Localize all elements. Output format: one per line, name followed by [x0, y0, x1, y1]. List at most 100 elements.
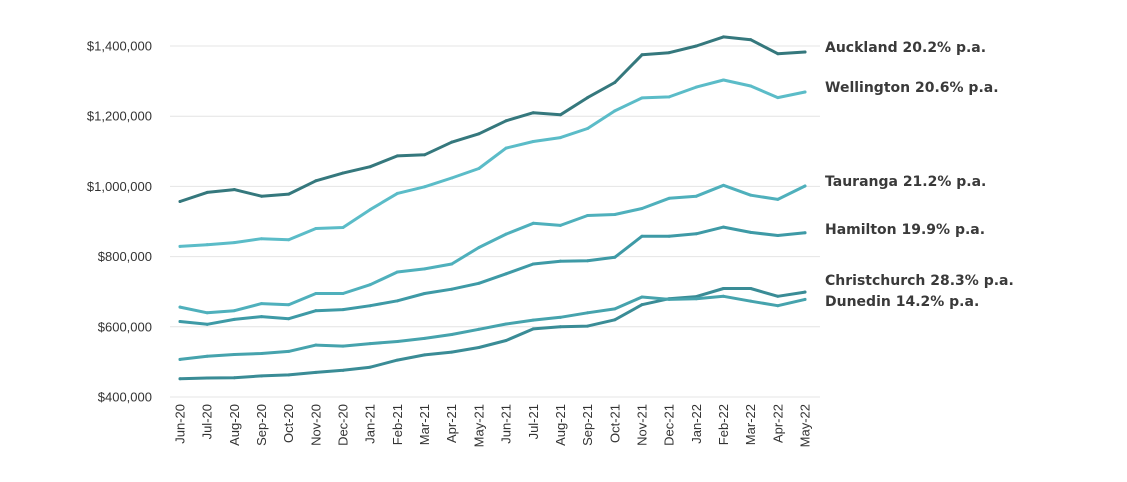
x-tick-label: Sep-20	[254, 404, 269, 446]
data-point-wellington	[558, 136, 562, 140]
x-tick-label: Aug-20	[227, 404, 242, 446]
data-point-wellington	[368, 208, 372, 212]
series-line-tauranga	[178, 183, 807, 315]
data-point-hamilton	[531, 262, 535, 266]
data-point-wellington	[178, 244, 182, 248]
data-point-wellington	[694, 85, 698, 89]
series-line-hamilton	[178, 225, 807, 326]
data-point-dunedin	[450, 333, 454, 337]
data-point-dunedin	[721, 294, 725, 298]
data-point-dunedin	[395, 340, 399, 344]
data-point-dunedin	[287, 349, 291, 353]
gridlines	[170, 45, 820, 398]
series-dunedin	[178, 294, 807, 361]
data-point-christchurch	[477, 346, 481, 350]
data-point-wellington	[803, 90, 807, 94]
x-tick-label: Mar-21	[417, 404, 432, 445]
data-point-wellington	[450, 176, 454, 180]
data-point-tauranga	[803, 184, 807, 188]
data-point-tauranga	[667, 196, 671, 200]
data-point-auckland	[287, 192, 291, 196]
y-tick-label: $800,000	[98, 249, 152, 264]
data-point-dunedin	[260, 351, 264, 355]
series-label-dunedin: Dunedin 14.2% p.a.	[825, 294, 979, 310]
x-tick-label: Jun-20	[173, 404, 188, 444]
data-point-christchurch	[232, 376, 236, 380]
data-point-wellington	[314, 227, 318, 231]
data-point-wellington	[287, 238, 291, 242]
data-point-hamilton	[776, 234, 780, 238]
series-line-auckland	[178, 35, 807, 203]
data-point-auckland	[423, 153, 427, 157]
data-point-hamilton	[803, 231, 807, 235]
data-point-christchurch	[613, 318, 617, 322]
data-point-hamilton	[749, 230, 753, 234]
data-point-tauranga	[423, 267, 427, 271]
data-point-hamilton	[178, 320, 182, 324]
data-point-tauranga	[586, 214, 590, 218]
data-point-auckland	[749, 38, 753, 42]
data-point-tauranga	[232, 309, 236, 313]
y-tick-label: $1,400,000	[87, 39, 152, 54]
x-tick-label: May-22	[798, 404, 813, 447]
data-point-hamilton	[314, 309, 318, 313]
data-point-dunedin	[314, 343, 318, 347]
x-tick-label: May-21	[471, 404, 486, 447]
x-tick-label: Feb-21	[390, 404, 405, 445]
data-point-auckland	[368, 165, 372, 169]
data-point-christchurch	[531, 327, 535, 331]
x-tick-label: Aug-21	[553, 404, 568, 446]
data-point-hamilton	[667, 234, 671, 238]
data-point-tauranga	[178, 305, 182, 309]
series-label-christchurch: Christchurch 28.3% p.a.	[825, 273, 1014, 289]
data-point-christchurch	[314, 370, 318, 374]
x-tick-label: Apr-21	[444, 404, 459, 443]
y-tick-label: $1,000,000	[87, 179, 152, 194]
data-point-hamilton	[395, 299, 399, 303]
y-axis: $400,000 $600,000 $800,000 $1,000,000 $1,200…	[87, 39, 152, 405]
data-point-auckland	[558, 113, 562, 117]
data-point-tauranga	[287, 303, 291, 307]
data-point-tauranga	[531, 221, 535, 225]
data-point-tauranga	[504, 232, 508, 236]
data-point-wellington	[613, 109, 617, 113]
data-point-tauranga	[314, 291, 318, 295]
data-point-dunedin	[694, 297, 698, 301]
x-tick-label: Sep-21	[580, 404, 595, 446]
data-point-christchurch	[504, 338, 508, 342]
data-point-dunedin	[667, 297, 671, 301]
data-point-hamilton	[586, 259, 590, 263]
series-lines	[178, 35, 807, 381]
data-point-wellington	[477, 166, 481, 170]
data-point-christchurch	[260, 374, 264, 378]
x-tick-label: Oct-20	[281, 404, 296, 443]
x-tick-label: Oct-21	[607, 404, 622, 443]
data-point-wellington	[776, 96, 780, 100]
data-point-tauranga	[749, 193, 753, 197]
series-line-christchurch	[178, 287, 807, 381]
series-labels: Auckland 20.2% p.a. Wellington 20.6% p.a.…	[825, 40, 1014, 310]
data-point-tauranga	[776, 197, 780, 201]
data-point-christchurch	[423, 353, 427, 357]
data-point-wellington	[205, 243, 209, 247]
data-point-dunedin	[205, 354, 209, 358]
data-point-dunedin	[178, 357, 182, 361]
data-point-christchurch	[341, 368, 345, 372]
data-point-christchurch	[586, 324, 590, 328]
data-point-hamilton	[477, 281, 481, 285]
data-point-tauranga	[694, 194, 698, 198]
data-point-auckland	[667, 51, 671, 55]
series-auckland	[178, 35, 807, 203]
data-point-hamilton	[368, 304, 372, 308]
data-point-tauranga	[260, 302, 264, 306]
series-tauranga	[178, 183, 807, 315]
data-point-auckland	[341, 171, 345, 175]
data-point-hamilton	[450, 287, 454, 291]
series-label-hamilton: Hamilton 19.9% p.a.	[825, 222, 985, 238]
data-point-dunedin	[504, 322, 508, 326]
data-point-christchurch	[395, 358, 399, 362]
data-point-hamilton	[613, 255, 617, 259]
data-point-dunedin	[477, 327, 481, 331]
data-point-dunedin	[368, 342, 372, 346]
data-point-auckland	[803, 50, 807, 54]
